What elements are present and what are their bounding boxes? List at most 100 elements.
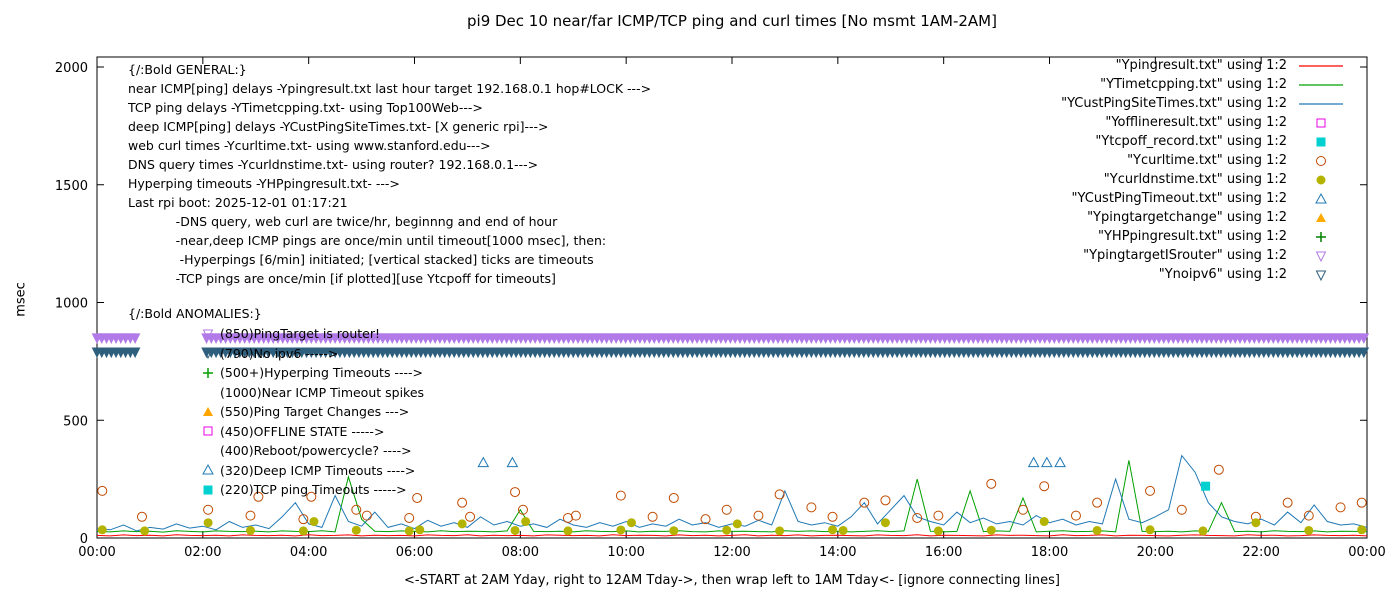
legend-glyph-svg — [1299, 64, 1343, 67]
Ycurldnstime.txt-marker-icon — [97, 525, 107, 535]
plus-icon — [203, 367, 213, 378]
triangle-up-open-glyph — [202, 464, 214, 475]
Ycurltime.txt-marker-icon — [880, 495, 891, 506]
Ycurldnstime.txt-marker-icon — [1304, 525, 1314, 535]
square-open-icon — [1295, 116, 1347, 130]
legend-glyph-svg — [1299, 102, 1343, 105]
legend-label: "Ytcpoff_record.txt" using 1:2 — [1095, 134, 1287, 149]
Ycurltime.txt-marker-icon — [1039, 481, 1050, 492]
series-points-YCustPingTimeout.txt — [477, 456, 1066, 468]
anomaly-item: (1000)Near ICMP Timeout spikes — [200, 383, 424, 403]
legend-glyph-svg — [1316, 155, 1326, 166]
triangle-down-open-icon — [200, 327, 216, 341]
Ycurltime.txt-marker-icon — [1303, 510, 1314, 521]
Ycurldnstime.txt-marker-icon — [775, 526, 785, 536]
series-points-Ytcpoff_record.txt — [1201, 481, 1211, 491]
Ycurldnstime.txt-marker-icon — [933, 526, 943, 536]
chart-title: pi9 Dec 10 near/far ICMP/TCP ping and cu… — [467, 12, 997, 30]
legend-label: "YCustPingTimeout.txt" using 1:2 — [1071, 191, 1287, 206]
line-sample-icon — [1295, 78, 1347, 92]
plus-icon — [200, 366, 216, 380]
anomaly-label: (400)Reboot/powercycle? ----> — [220, 443, 412, 459]
YCustPingTimeout.txt-marker-icon — [1027, 456, 1040, 468]
Ycurltime.txt-marker-icon — [615, 490, 626, 501]
x-tick-label: 12:00 — [713, 545, 750, 560]
Ycurltime.txt-marker-icon — [700, 514, 711, 525]
Ycurltime.txt-marker-icon — [933, 510, 944, 521]
anomaly-label: (220)TCP ping Timeouts -----> — [220, 482, 407, 498]
square-open-icon — [203, 426, 213, 436]
Ycurltime.txt-marker-icon — [753, 510, 764, 521]
anomaly-item: (400)Reboot/powercycle? ----> — [200, 441, 424, 461]
Ycurltime.txt-marker-icon — [986, 478, 997, 489]
legend-glyph-svg — [1316, 212, 1326, 222]
square-open-icon — [200, 424, 216, 438]
Ycurldnstime.txt-marker-icon — [415, 525, 425, 535]
Ycurltime.txt-marker-icon — [912, 512, 923, 523]
y-tick-label: 500 — [63, 414, 88, 429]
general-line: -near,deep ICMP pings are once/min until… — [128, 233, 607, 248]
y-tick-label: 2000 — [55, 61, 88, 76]
legend-item: "Ypingresult.txt" using 1:2 — [945, 56, 1347, 75]
legend-item: "Ycurltime.txt" using 1:2 — [945, 151, 1347, 170]
x-tick-label: 16:00 — [925, 545, 962, 560]
legend-item: "YCustPingTimeout.txt" using 1:2 — [945, 189, 1347, 208]
legend-item: "YCustPingSiteTimes.txt" using 1:2 — [945, 94, 1347, 113]
Ycurldnstime.txt-marker-icon — [828, 525, 838, 535]
plus-glyph — [203, 367, 213, 378]
anomaly-label: (320)Deep ICMP Timeouts ----> — [220, 462, 416, 478]
Ycurltime.txt-marker-icon — [806, 502, 817, 513]
triangle-down-open-icon — [1315, 270, 1327, 281]
Ytcpoff_record.txt-marker-icon — [1201, 481, 1211, 491]
general-line: -DNS query, web curl are twice/hr, begin… — [128, 214, 558, 229]
Ycurltime.txt-marker-icon — [827, 511, 838, 522]
Ycurldnstime.txt-marker-icon — [510, 525, 520, 535]
y-axis-label: msec — [13, 282, 29, 317]
anomalies-heading: {/:Bold ANOMALIES:} — [128, 306, 262, 321]
legend-glyph-svg — [1316, 137, 1326, 146]
YpingtargetISrouter-marker-icon — [129, 333, 141, 344]
x-tick-label: 10:00 — [607, 545, 644, 560]
Ycurltime.txt-marker-icon — [1356, 497, 1367, 508]
legend-label: "YTimetcpping.txt" using 1:2 — [1100, 77, 1287, 92]
circle-filled-icon — [1295, 173, 1347, 187]
Ycurltime.txt-marker-icon — [361, 510, 372, 521]
anomaly-label: (500+)Hyperping Timeouts ----> — [220, 365, 423, 381]
x-tick-label: 20:00 — [1137, 545, 1174, 560]
anomaly-item: (320)Deep ICMP Timeouts ----> — [200, 461, 424, 481]
legend-item: "Yofflineresult.txt" using 1:2 — [945, 113, 1347, 132]
chart-legend: "Ypingresult.txt" using 1:2 "YTimetcpping… — [945, 56, 1347, 284]
Ycurldnstime.txt-marker-icon — [880, 518, 890, 528]
anomalies-annotation-block: {/:Bold ANOMALIES:} (850)PingTarget is r… — [128, 304, 424, 500]
general-annotation-block: {/:Bold GENERAL:} near ICMP[ping] delays … — [128, 60, 651, 288]
x-tick-label: 18:00 — [1031, 545, 1068, 560]
x-tick-label: 04:00 — [290, 545, 327, 560]
Ycurldnstime.txt-marker-icon — [309, 517, 319, 527]
Ycurldnstime.txt-marker-icon — [457, 519, 467, 529]
band-Ynoipv6 — [91, 347, 1370, 359]
circle-open-icon — [1295, 154, 1347, 168]
plus-icon — [1295, 230, 1347, 244]
triangle-down-open-icon — [202, 348, 214, 360]
legend-glyph-svg — [1316, 118, 1326, 127]
triangle-up-open-icon — [202, 464, 214, 475]
legend-label: "Ycurltime.txt" using 1:2 — [1127, 153, 1287, 168]
Ycurltime.txt-marker-icon — [412, 492, 423, 503]
general-line: DNS query times -Ycurldnstime.txt- using… — [128, 157, 539, 172]
YpingtargetISrouter-marker-icon — [1358, 333, 1370, 344]
Ycurltime.txt-marker-icon — [465, 511, 476, 522]
anomaly-item: (450)OFFLINE STATE -----> — [200, 422, 424, 442]
Ycurldnstime.txt-marker-icon — [986, 525, 996, 535]
legend-label: "Ycurldnstime.txt" using 1:2 — [1103, 172, 1287, 187]
Ycurldnstime.txt-marker-icon — [616, 525, 626, 535]
anomaly-label: (450)OFFLINE STATE -----> — [220, 423, 385, 439]
Ycurldnstime.txt-marker-icon — [521, 517, 531, 527]
x-tick-label: 00:00 — [1348, 545, 1385, 560]
legend-label: "YHPpingresult.txt" using 1:2 — [1098, 229, 1287, 244]
square-open-icon — [1316, 118, 1326, 127]
anomaly-item: (550)Ping Target Changes ---> — [200, 402, 424, 422]
Ycurltime.txt-marker-icon — [1282, 497, 1293, 508]
legend-item: "Ypingtargetchange" using 1:2 — [945, 208, 1347, 227]
Ycurltime.txt-marker-icon — [1335, 502, 1346, 513]
